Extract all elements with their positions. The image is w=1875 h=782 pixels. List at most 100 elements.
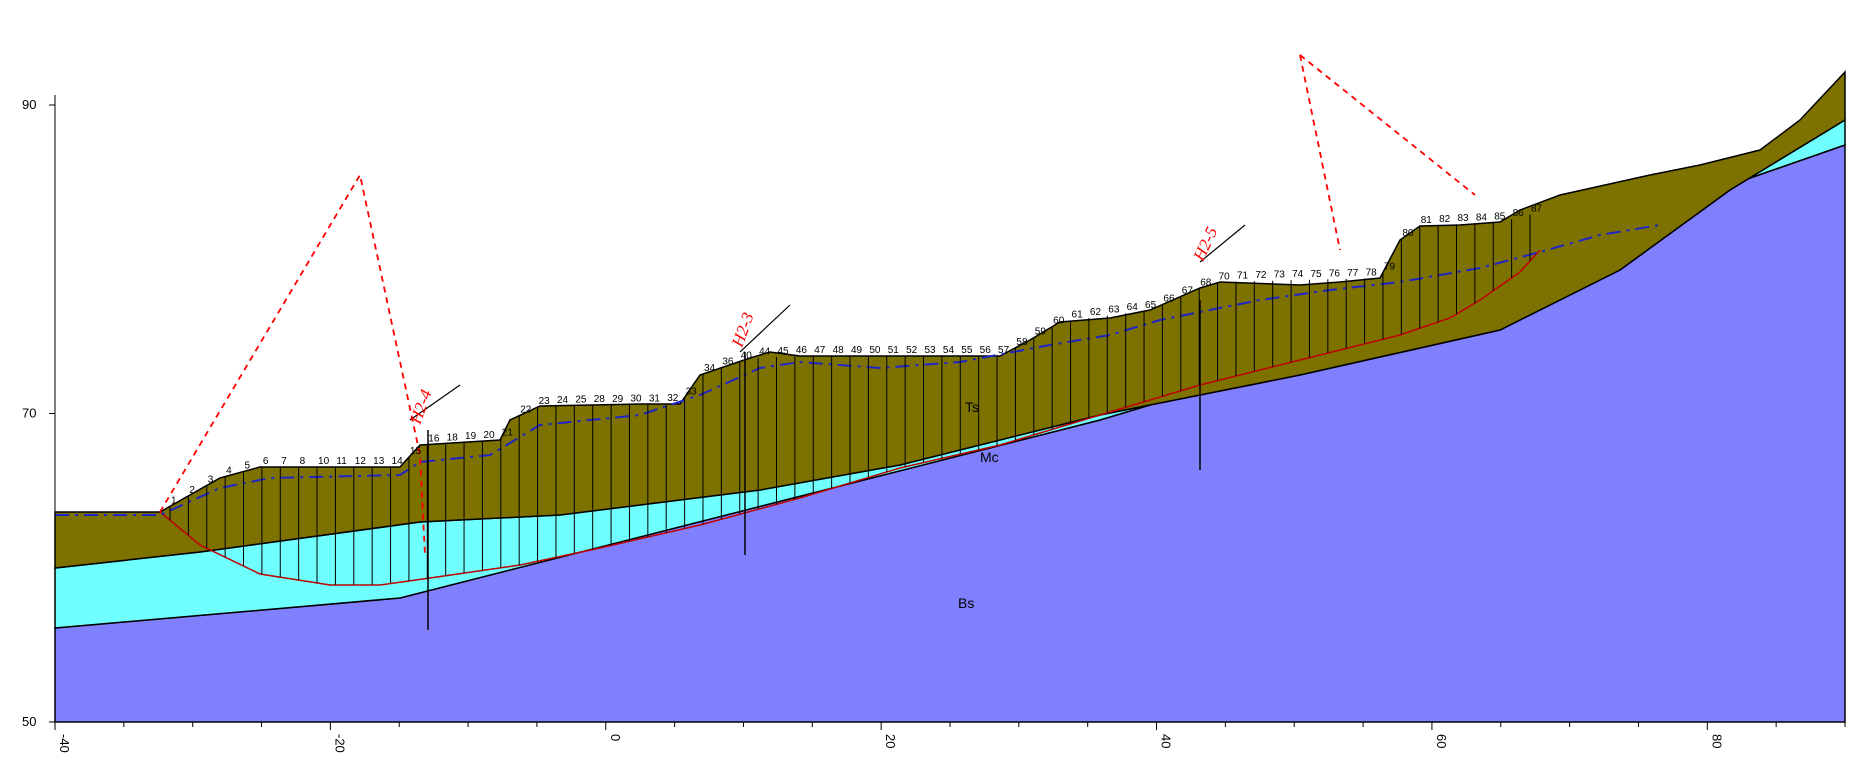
slice-label: 77 xyxy=(1347,268,1359,279)
slice-label: 6 xyxy=(263,456,269,467)
slice-label: 53 xyxy=(925,345,937,356)
slip-label-h2-4: H2-4 xyxy=(406,384,461,428)
slice-label: 45 xyxy=(777,346,789,357)
slice-label: 49 xyxy=(851,345,863,356)
slice-label: 12 xyxy=(355,456,367,467)
slice-label: 40 xyxy=(741,350,753,361)
slice-label: 58 xyxy=(1016,337,1028,348)
axis-layer: 90 70 50 -40 -20 0 20 40 60 80 xyxy=(22,95,1846,753)
slice-label: 29 xyxy=(612,394,624,405)
slice-label: 25 xyxy=(575,395,587,406)
slice-label: 67 xyxy=(1182,285,1194,296)
slice-label: 71 xyxy=(1237,271,1249,282)
y-tick-label: 70 xyxy=(22,406,36,421)
slice-label: 36 xyxy=(722,357,734,368)
slice-label: 84 xyxy=(1476,212,1488,223)
slice-label: 83 xyxy=(1457,213,1469,224)
slice-label: 7 xyxy=(281,456,287,467)
slice-label: 74 xyxy=(1292,269,1304,280)
slice-label: 46 xyxy=(796,345,808,356)
slice-label: 19 xyxy=(465,431,477,442)
slice-label: 68 xyxy=(1200,277,1212,288)
slice-label: 34 xyxy=(704,363,716,374)
slice-label: 65 xyxy=(1145,300,1157,311)
slice-label: 47 xyxy=(814,345,826,356)
slip-label-h2-5: H2-5 xyxy=(1189,224,1246,265)
slice-label: 56 xyxy=(980,345,992,356)
slice-label: 2 xyxy=(189,485,195,496)
x-tick-label: 80 xyxy=(1709,734,1724,748)
slice-label: 54 xyxy=(943,345,955,356)
slice-label: 55 xyxy=(961,345,973,356)
slice-label: 32 xyxy=(667,393,679,404)
slice-label: 66 xyxy=(1163,294,1175,305)
slice-label: 3 xyxy=(208,475,214,486)
slice-label: 81 xyxy=(1421,215,1433,226)
material-label-ts: Ts xyxy=(965,399,979,415)
slice-label: 24 xyxy=(557,395,569,406)
slice-label: 10 xyxy=(318,456,330,467)
slice-label: 73 xyxy=(1274,270,1286,281)
x-tick-label: 40 xyxy=(1159,734,1174,748)
slice-label: 28 xyxy=(594,394,606,405)
slice-label: 1 xyxy=(171,495,177,506)
slice-label: 80 xyxy=(1402,228,1414,239)
x-tick-label: -20 xyxy=(332,734,347,753)
slice-label: 22 xyxy=(520,405,532,416)
slice-label: 76 xyxy=(1329,268,1341,279)
slice-label: 13 xyxy=(373,456,385,467)
slice-label: 57 xyxy=(998,345,1010,356)
x-tick-label: 60 xyxy=(1434,734,1449,748)
slice-label: 70 xyxy=(1219,272,1231,283)
slip-label-text-a: H2-4 xyxy=(406,387,436,428)
slice-label: 51 xyxy=(888,345,900,356)
slice-label: 62 xyxy=(1090,307,1102,318)
x-tick-label: 0 xyxy=(608,734,623,741)
material-label-bs: Bs xyxy=(958,595,974,611)
slice-label: 18 xyxy=(447,432,459,443)
x-tick-label: -40 xyxy=(57,734,72,753)
slice-label: 52 xyxy=(906,345,918,356)
slice-label: 16 xyxy=(428,434,440,445)
slice-label: 20 xyxy=(483,430,495,441)
slice-label: 78 xyxy=(1366,267,1378,278)
fill-layer xyxy=(54,70,1846,569)
slice-label: 59 xyxy=(1035,327,1047,338)
slice-label: 50 xyxy=(869,345,881,356)
slice-label: 75 xyxy=(1310,269,1322,280)
y-tick-label: 50 xyxy=(22,714,36,729)
water-table xyxy=(55,224,1661,516)
x-tick-label: 20 xyxy=(883,734,898,748)
slice-label: 30 xyxy=(630,394,642,405)
slice-label: 48 xyxy=(833,345,845,356)
slice-label: 5 xyxy=(245,461,251,472)
slice-label: 72 xyxy=(1255,270,1267,281)
slice-label: 86 xyxy=(1513,208,1525,219)
slice-label: 4 xyxy=(226,466,232,477)
slip-circle-radii xyxy=(159,54,1476,556)
slice-label: 79 xyxy=(1384,261,1396,272)
slip-label-text-b: H2-3 xyxy=(728,310,758,350)
slip-label-text-c: H2-5 xyxy=(1189,224,1221,265)
slice-label: 15 xyxy=(410,446,422,457)
slice-label: 8 xyxy=(300,456,306,467)
slice-label: 85 xyxy=(1494,211,1506,222)
slice-label: 14 xyxy=(392,456,404,467)
slice-label: 21 xyxy=(502,427,514,438)
slice-label: 87 xyxy=(1531,204,1543,215)
slice-label: 44 xyxy=(759,347,771,358)
slice-label: 60 xyxy=(1053,316,1065,327)
slice-label: 33 xyxy=(686,386,698,397)
slice-label: 31 xyxy=(649,393,661,404)
slice-label: 63 xyxy=(1108,305,1120,316)
slice-label: 23 xyxy=(539,396,551,407)
slip-label-h2-3: H2-3 xyxy=(728,304,791,353)
slice-label: 64 xyxy=(1127,302,1139,313)
material-label-mc: Mc xyxy=(980,449,999,465)
slice-label: 61 xyxy=(1072,310,1084,321)
y-tick-label: 90 xyxy=(22,97,36,112)
slice-label: 11 xyxy=(336,456,347,467)
